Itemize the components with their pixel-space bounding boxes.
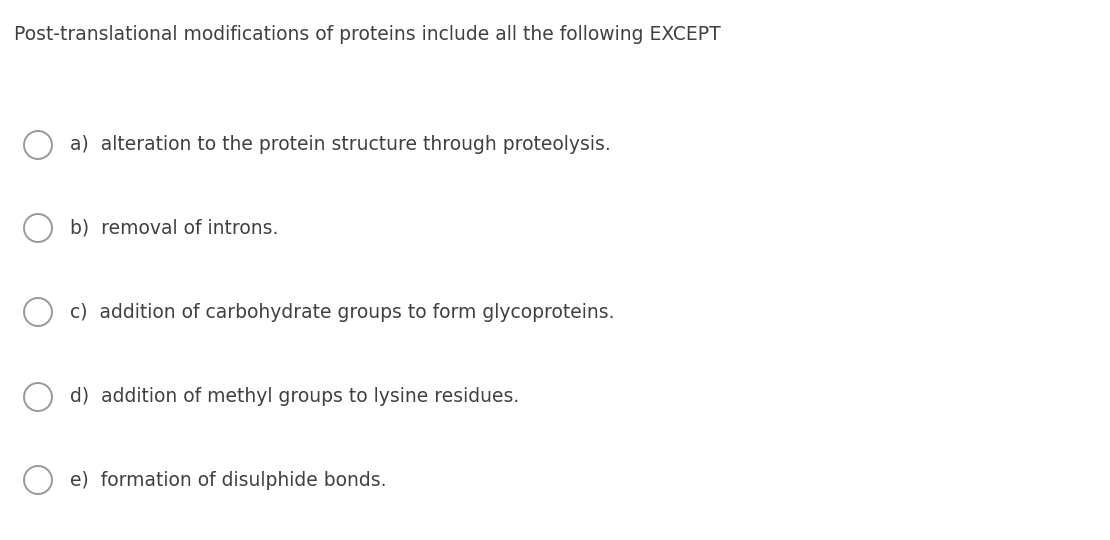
Text: c)  addition of carbohydrate groups to form glycoproteins.: c) addition of carbohydrate groups to fo…	[70, 302, 615, 321]
Text: d)  addition of methyl groups to lysine residues.: d) addition of methyl groups to lysine r…	[70, 388, 519, 407]
Text: e)  formation of disulphide bonds.: e) formation of disulphide bonds.	[70, 470, 386, 489]
Text: a)  alteration to the protein structure through proteolysis.: a) alteration to the protein structure t…	[70, 136, 610, 154]
Text: b)  removal of introns.: b) removal of introns.	[70, 219, 279, 238]
Text: Post-translational modifications of proteins include all the following EXCEPT: Post-translational modifications of prot…	[14, 25, 720, 44]
